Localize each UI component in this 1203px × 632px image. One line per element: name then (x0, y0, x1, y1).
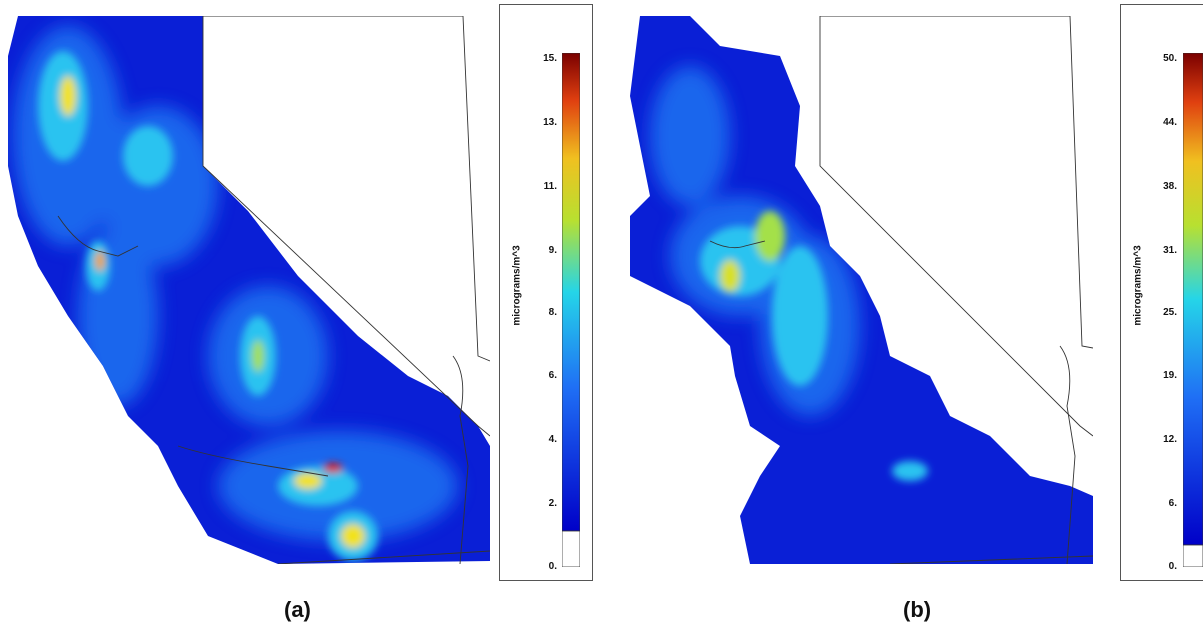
state-borders-b (709, 16, 1093, 564)
colorbar-tick-a-5: 6. (548, 370, 557, 381)
colorbar-tick-a-0: 15. (543, 53, 557, 64)
map-panel-a (8, 16, 490, 564)
colorbar-tick-a-8: 0. (548, 561, 557, 572)
colorbar-tick-a-1: 13. (543, 117, 557, 128)
colorbar-tick-a-6: 4. (548, 434, 557, 445)
panel-label-b: (b) (903, 597, 932, 622)
colorbar-tick-a-3: 9. (548, 245, 557, 256)
panel-label-a: (a) (284, 597, 311, 622)
colorbar-tick-b-6: 12. (1163, 434, 1177, 445)
colorbar-tick-b-7: 6. (1168, 498, 1177, 509)
colorbar-tick-b-8: 0. (1168, 561, 1177, 572)
colorbar-tick-b-3: 31. (1163, 245, 1177, 256)
colorbar-tick-b-0: 50. (1163, 53, 1177, 64)
colorbar-tick-a-2: 11. (543, 181, 557, 192)
colorbar-tick-b-4: 25. (1163, 307, 1177, 318)
colorbar-units-b: micrograms/m^3 (1132, 245, 1144, 326)
colorbar-gradient-b (1183, 53, 1203, 567)
map-panel-b (630, 16, 1093, 564)
colorbar-tick-a-4: 8. (548, 307, 557, 318)
state-borders-a (57, 16, 490, 564)
colorbar-tick-b-5: 19. (1163, 370, 1177, 381)
colorbar-tick-a-7: 2. (548, 498, 557, 509)
colorbar-units-a: micrograms/m^3 (511, 245, 523, 326)
colorbar-tick-b-1: 44. (1163, 117, 1177, 128)
colorbar-tick-b-2: 38. (1163, 181, 1177, 192)
colorbar-gradient-a (562, 53, 580, 567)
